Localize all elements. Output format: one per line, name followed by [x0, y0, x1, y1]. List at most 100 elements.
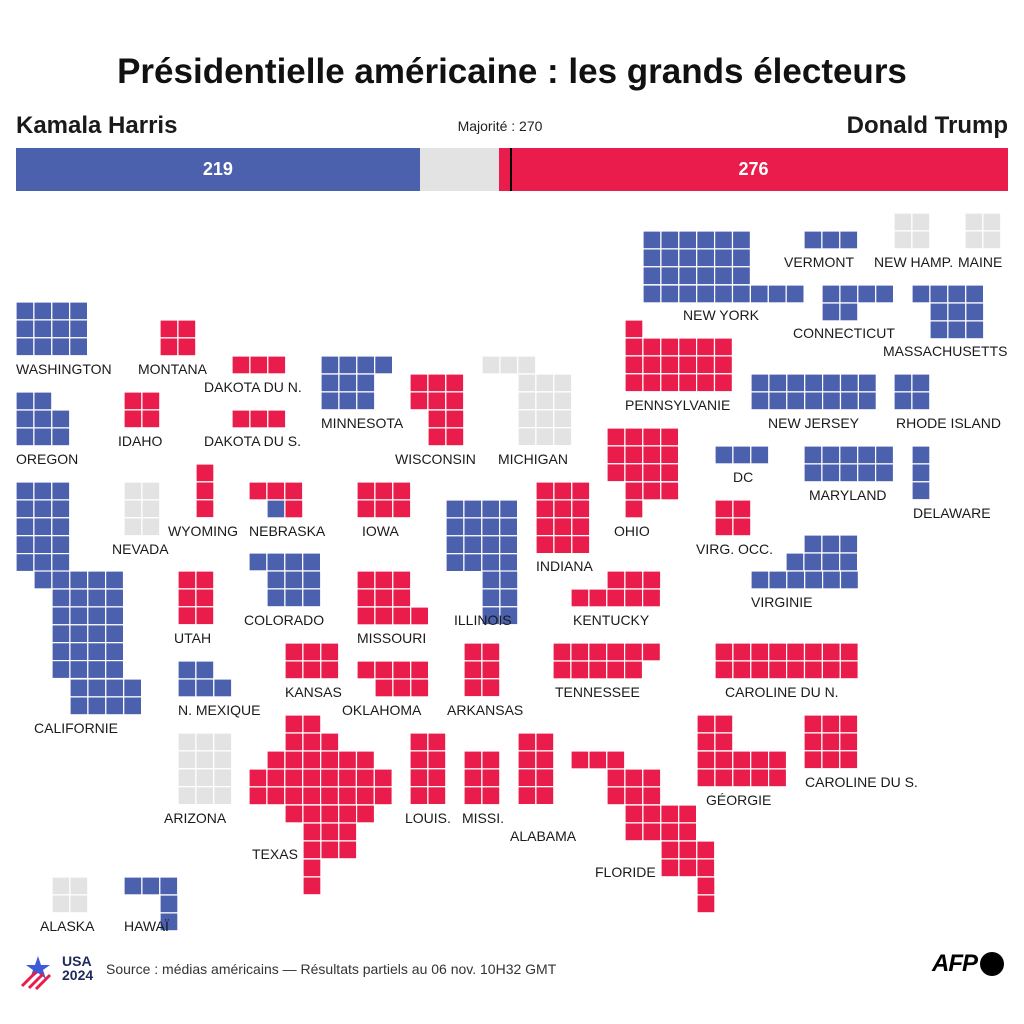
- elector-cell: [195, 606, 215, 626]
- elector-cell: [695, 337, 716, 357]
- elector-cell: [839, 732, 859, 752]
- elector-cell: [320, 750, 340, 770]
- elector-cell: [606, 445, 626, 465]
- elector-cell: [33, 337, 53, 357]
- elector-cell: [517, 750, 537, 770]
- elector-cell: [356, 355, 376, 375]
- state-ak: ALASKA: [40, 876, 95, 934]
- elector-cell: [284, 714, 304, 734]
- elector-cell: [105, 696, 125, 716]
- elector-cell: [839, 445, 859, 465]
- elector-cell: [463, 768, 483, 788]
- elector-cell: [660, 858, 680, 878]
- elector-cell: [642, 786, 662, 806]
- elector-cell: [159, 894, 179, 914]
- elector-cell: [768, 642, 788, 662]
- elector-cell: [105, 588, 125, 608]
- elector-cell: [195, 588, 215, 608]
- elector-cell: [624, 570, 644, 590]
- elector-cell: [69, 337, 89, 357]
- elector-cell: [356, 570, 376, 590]
- elector-cell: [624, 768, 644, 788]
- state-label-ny: NEW YORK: [683, 307, 760, 323]
- elector-cell: [839, 714, 859, 734]
- elector-cell: [678, 804, 698, 824]
- elector-cell: [410, 678, 430, 698]
- elector-cell: [803, 552, 823, 572]
- elector-cell: [535, 427, 555, 447]
- state-label-wa: WASHINGTON: [16, 361, 112, 377]
- elector-cell: [517, 732, 537, 752]
- elector-cell: [213, 750, 233, 770]
- elector-cell: [409, 786, 429, 806]
- elector-cell: [803, 732, 823, 752]
- elector-cell: [69, 301, 89, 321]
- elector-cell: [552, 660, 572, 680]
- trump-electors-count: 276: [738, 159, 769, 179]
- elector-cell: [642, 230, 662, 250]
- elector-cell: [731, 248, 751, 268]
- elector-cell: [517, 409, 537, 429]
- elector-cell: [696, 840, 716, 860]
- majority-label: Majorité : 270: [457, 118, 543, 134]
- state-label-tx: TEXAS: [252, 846, 298, 862]
- elector-cell: [857, 284, 877, 304]
- elector-cell: [678, 337, 698, 357]
- elector-cell: [51, 894, 71, 914]
- elector-cell: [588, 750, 608, 770]
- state-label-nh: NEW HAMP.: [874, 254, 953, 270]
- elector-cell: [713, 337, 733, 357]
- elector-cell: [803, 230, 823, 250]
- elector-cell: [195, 732, 215, 752]
- state-label-ky: KENTUCKY: [573, 612, 650, 628]
- state-label-ut: UTAH: [174, 630, 211, 646]
- elector-cell: [248, 481, 268, 501]
- state-ks: KANSAS: [284, 642, 342, 700]
- elector-cell: [839, 463, 859, 483]
- elector-cell: [713, 284, 734, 304]
- elector-cell: [481, 786, 501, 806]
- state-label-nd: DAKOTA DU N.: [204, 379, 302, 395]
- elector-cell: [606, 570, 626, 590]
- elector-cell: [69, 696, 89, 716]
- page-title: Présidentielle américaine : les grands é…: [117, 52, 907, 91]
- elector-cell: [445, 373, 465, 393]
- elector-cell: [87, 606, 107, 626]
- elector-cell: [517, 427, 537, 447]
- elector-cell: [965, 302, 985, 322]
- elector-cell: [267, 355, 287, 375]
- elector-cell: [803, 750, 823, 770]
- state-label-pa: PENNSYLVANIE: [625, 397, 730, 413]
- state-label-dc: DC: [733, 469, 753, 485]
- elector-cell: [642, 427, 662, 447]
- elector-cell: [570, 660, 590, 680]
- state-label-nc: CAROLINE DU N.: [725, 684, 839, 700]
- elector-cell: [338, 391, 358, 411]
- state-az: ARIZONA: [164, 732, 233, 826]
- state-ne: NEBRASKA: [248, 481, 326, 539]
- elector-cell: [947, 320, 967, 340]
- elector-cell: [87, 642, 107, 662]
- elector-cell: [804, 391, 824, 411]
- elector-cell: [571, 517, 591, 537]
- elector-cell: [409, 391, 429, 411]
- elector-cell: [392, 481, 412, 501]
- elector-cell: [481, 588, 501, 608]
- elector-cell: [642, 284, 662, 304]
- elector-cell: [624, 355, 644, 375]
- elector-cell: [445, 517, 465, 537]
- elector-cell: [51, 659, 71, 680]
- elector-cell: [696, 750, 716, 770]
- state-sc: CAROLINE DU S.: [803, 714, 918, 790]
- elector-cell: [553, 391, 573, 411]
- elector-cell: [750, 750, 770, 770]
- elector-cell: [821, 570, 842, 590]
- elector-cell: [481, 499, 501, 519]
- elector-cell: [51, 535, 71, 555]
- elector-cell: [33, 427, 53, 447]
- elector-cell: [141, 481, 161, 501]
- elector-cell: [624, 427, 644, 447]
- elector-cell: [231, 409, 251, 429]
- elector-cell: [786, 570, 806, 590]
- elector-cell: [302, 570, 322, 590]
